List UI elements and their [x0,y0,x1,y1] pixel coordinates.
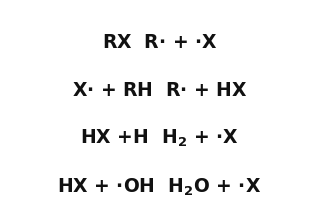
Text: HX +H  H$\mathbf{_2}$ + $\mathbf{\cdot}$X: HX +H H$\mathbf{_2}$ + $\mathbf{\cdot}$X [80,128,239,149]
Text: X$\mathbf{\cdot}$ + RH  R$\mathbf{\cdot}$ + HX: X$\mathbf{\cdot}$ + RH R$\mathbf{\cdot}$… [72,81,247,100]
Text: HX + $\mathbf{\cdot}$OH  H$\mathbf{_2}$O + $\mathbf{\cdot}$X: HX + $\mathbf{\cdot}$OH H$\mathbf{_2}$O … [57,176,262,198]
Text: RX  R$\mathbf{\cdot}$ + $\mathbf{\cdot}$X: RX R$\mathbf{\cdot}$ + $\mathbf{\cdot}$X [102,33,217,51]
